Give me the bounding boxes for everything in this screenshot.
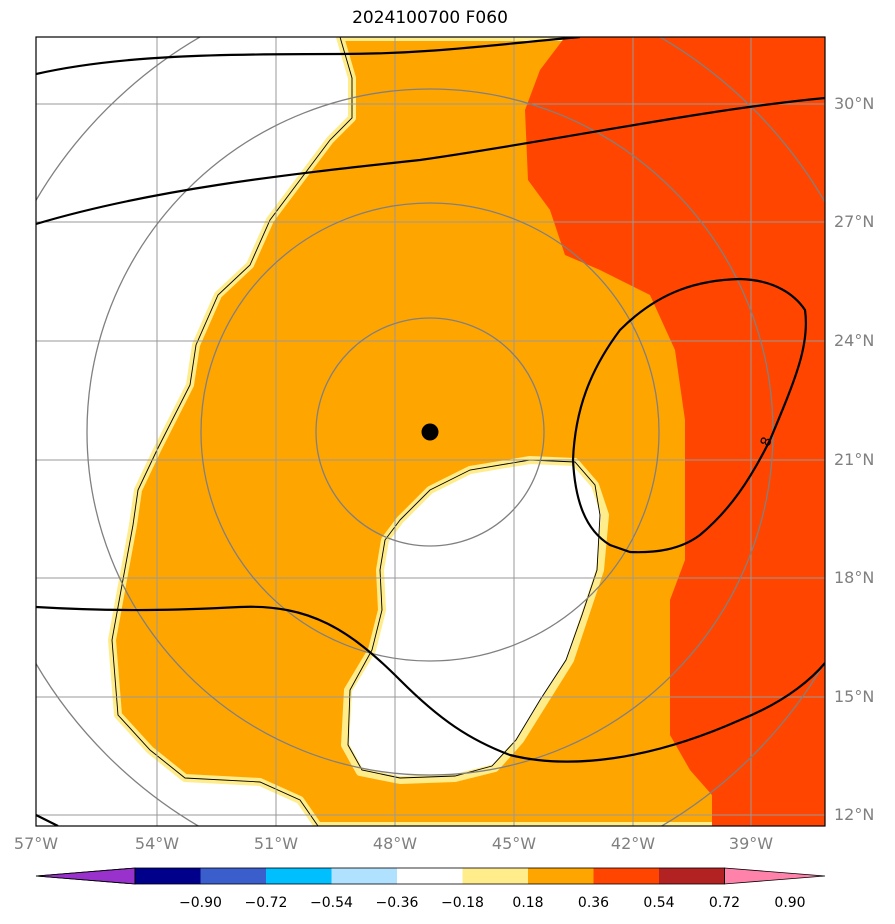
lon-label-48w: 48°W: [372, 834, 418, 853]
lon-label-57w: 57°W: [13, 834, 59, 853]
colorbar-segment: [331, 868, 397, 884]
lon-label-42w: 42°W: [610, 834, 656, 853]
colorbar: [35, 867, 826, 885]
storm-center-marker: [421, 423, 439, 441]
colorbar-tick-label: −0.54: [310, 895, 353, 911]
colorbar-segment: [462, 868, 528, 884]
colorbar-tick-label: 0.18: [512, 895, 544, 911]
colorbar-tick-label: 0.90: [774, 895, 806, 911]
lat-label-24n: 24°N: [834, 331, 875, 350]
colorbar-tick-label: 0.72: [708, 895, 741, 911]
colorbar-segment: [266, 868, 332, 884]
colorbar-tick-label: 0.54: [643, 895, 675, 911]
lat-label-12n: 12°N: [834, 805, 875, 824]
colorbar-tick-label: −0.90: [179, 895, 222, 911]
colorbar-segment: [200, 868, 266, 884]
colorbar-segment: [135, 868, 201, 884]
lat-label-15n: 15°N: [834, 687, 875, 706]
colorbar-segment: [593, 868, 659, 884]
map-frame: [35, 36, 826, 827]
thin-contour-hole: [347, 459, 601, 779]
graticule: [36, 37, 825, 826]
colorbar-tick-label: −0.36: [375, 895, 419, 911]
colorbar-segment: [397, 868, 463, 884]
lat-label-21n: 21°N: [834, 450, 875, 469]
lat-label-30n: 30°N: [834, 94, 875, 113]
colorbar-tick-label: −0.72: [244, 895, 288, 911]
colorbar-extend-low: [35, 867, 136, 885]
lat-label-27n: 27°N: [834, 212, 875, 231]
red-orange-field: [525, 37, 825, 826]
colorbar-segment: [528, 868, 594, 884]
lat-label-18n: 18°N: [834, 568, 875, 587]
lon-label-39w: 39°W: [728, 834, 774, 853]
map-title: 2024100700 F060: [352, 8, 508, 28]
colorbar-extend-high: [724, 867, 826, 885]
map-plot: 8: [35, 36, 826, 827]
lon-label-54w: 54°W: [134, 834, 180, 853]
lon-label-45w: 45°W: [491, 834, 537, 853]
thick-contours: [36, 37, 825, 826]
lon-label-51w: 51°W: [253, 834, 299, 853]
colorbar-segment: [659, 868, 725, 884]
colorbar-tick-label: 0.36: [577, 895, 610, 911]
colorbar-tick-label: −0.18: [441, 895, 484, 911]
